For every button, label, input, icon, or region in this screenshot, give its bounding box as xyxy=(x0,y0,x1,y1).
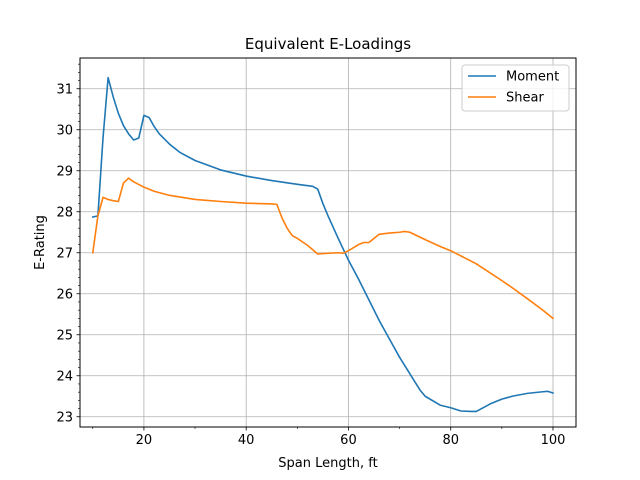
series-lines xyxy=(91,76,555,413)
y-tick-label: 30 xyxy=(56,123,73,138)
y-tick-label: 27 xyxy=(56,246,73,261)
x-tick-label: 20 xyxy=(136,433,153,448)
legend-label-shear: Shear xyxy=(506,91,544,106)
x-tick-label: 80 xyxy=(442,433,459,448)
series-line-moment xyxy=(91,76,554,413)
plot-frame xyxy=(79,57,577,428)
x-tick-label: 40 xyxy=(238,433,255,448)
y-tick-label: 31 xyxy=(56,82,73,97)
y-tick-label: 23 xyxy=(56,410,73,425)
axis-ticks: 20 40 60 80 100 23 24 25 26 27 28 29 30 31 xyxy=(56,63,566,448)
y-tick-label: 26 xyxy=(56,287,73,302)
x-tick-label: 100 xyxy=(541,433,566,448)
legend-label-moment: Moment xyxy=(506,70,559,85)
x-tick-label: 60 xyxy=(340,433,357,448)
y-tick-label: 29 xyxy=(56,164,73,179)
x-axis-title: Span Length, ft xyxy=(278,456,377,471)
y-tick-label: 25 xyxy=(56,328,73,343)
y-tick-label: 28 xyxy=(56,205,73,220)
series-line-shear xyxy=(91,177,555,320)
chart-title: Equivalent E-Loadings xyxy=(245,35,411,53)
y-axis-title: E-Rating xyxy=(33,215,48,270)
legend: Moment Shear xyxy=(461,64,570,112)
y-tick-label: 24 xyxy=(56,369,73,384)
